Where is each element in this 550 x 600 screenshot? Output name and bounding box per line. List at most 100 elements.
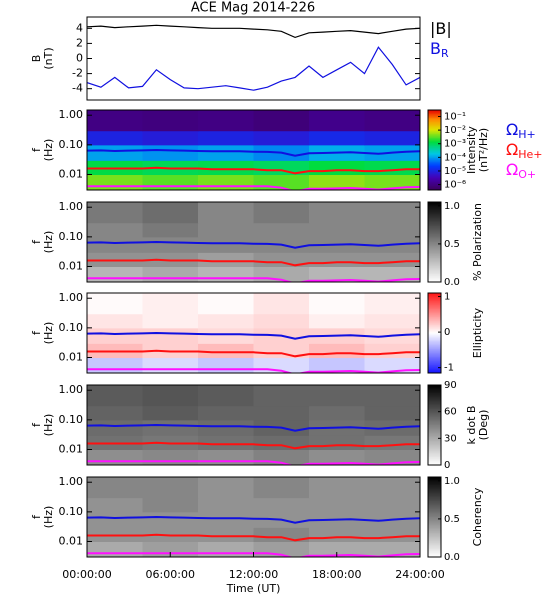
y-axis-label: (Hz) xyxy=(42,139,55,162)
heatmap-cell xyxy=(364,313,420,329)
colorbar-slice xyxy=(428,154,441,156)
colorbar-slice xyxy=(428,172,441,175)
heatmap-cell xyxy=(253,497,310,513)
heatmap-cell xyxy=(309,405,365,421)
colorbar-tick-label: 0.0 xyxy=(444,277,460,288)
series-line xyxy=(87,331,420,340)
colorbar-slice xyxy=(428,258,441,260)
colorbar-slice xyxy=(428,357,441,359)
y-tick-label: 0.10 xyxy=(59,138,84,151)
colorbar-slice xyxy=(428,330,441,333)
colorbar-tick-label: 1.0 xyxy=(444,201,460,212)
colorbar-slice xyxy=(428,541,441,543)
colorbar-tick-label: 0.5 xyxy=(444,514,460,525)
colorbar-slice xyxy=(428,506,441,509)
colorbar-slice xyxy=(428,303,441,306)
colorbar-slice xyxy=(428,451,441,454)
colorbar-slice xyxy=(428,176,441,179)
colorbar-slice xyxy=(428,214,441,216)
colorbar-slice xyxy=(428,370,441,373)
colorbar-slice xyxy=(428,534,441,537)
colorbar-slice xyxy=(428,248,441,251)
y-tick-label: 0.10 xyxy=(59,321,84,334)
colorbar-label: (Deg) xyxy=(477,410,490,441)
colorbar-slice xyxy=(428,339,441,342)
y-tick-label: 1.00 xyxy=(59,200,84,213)
colorbar-slice xyxy=(428,441,441,443)
colorbar-slice xyxy=(428,554,441,557)
colorbar-slice xyxy=(428,220,441,223)
colorbar-frame xyxy=(427,384,442,466)
colorbar-slice xyxy=(428,122,441,124)
heatmap-cell xyxy=(309,130,365,146)
colorbar-slice xyxy=(428,110,441,112)
plot-area xyxy=(87,202,420,282)
y-axis-label: (Hz) xyxy=(42,322,55,345)
colorbar-slice xyxy=(428,503,441,506)
series-line xyxy=(87,185,420,190)
colorbar-slice xyxy=(428,313,441,315)
colorbar-tick-label: -1 xyxy=(444,363,454,374)
colorbar-slice xyxy=(428,302,441,305)
heatmap-cell xyxy=(309,174,365,190)
heatmap-cell xyxy=(253,130,310,146)
colorbar-slice xyxy=(428,415,441,418)
colorbar-slice xyxy=(428,127,441,130)
colorbar-tick-label: 10⁻² xyxy=(444,125,466,136)
colorbar-slice xyxy=(428,311,441,314)
heatmap-cell xyxy=(309,357,365,373)
colorbar-slice xyxy=(428,180,441,183)
heatmap-cell xyxy=(198,266,254,282)
colorbar-slice xyxy=(428,178,441,180)
colorbar-slice xyxy=(428,159,441,162)
colorbar-slice xyxy=(428,260,441,263)
colorbar-slice xyxy=(428,147,441,150)
colorbar-slice xyxy=(428,175,441,178)
colorbar-slice xyxy=(428,483,441,486)
colorbar-tick-label: 90 xyxy=(444,380,457,391)
colorbar-slice xyxy=(428,529,441,531)
colorbar-slice xyxy=(428,347,441,350)
y-tick-label: 0.01 xyxy=(59,168,84,181)
colorbar-slice xyxy=(428,314,441,317)
colorbar-slice xyxy=(428,449,441,451)
colorbar-slice xyxy=(428,301,441,303)
y-tick-label: 0.01 xyxy=(59,535,84,548)
heatmap-cell xyxy=(142,174,199,190)
colorbar-slice xyxy=(428,406,441,409)
colorbar-slice xyxy=(428,457,441,459)
heatmap-cell xyxy=(198,252,254,268)
colorbar-slice xyxy=(428,482,441,485)
series-line xyxy=(87,24,420,39)
colorbar-slice xyxy=(428,267,441,270)
heatmap-cell xyxy=(198,343,254,359)
colorbar-slice xyxy=(428,264,441,267)
heatmap-cell xyxy=(87,419,143,436)
colorbar-slice xyxy=(428,263,441,266)
colorbar-tick-label: 1.0 xyxy=(444,476,460,487)
colorbar-slice xyxy=(428,142,441,144)
colorbar-slice xyxy=(428,326,441,329)
colorbar-slice xyxy=(428,422,441,425)
colorbar-slice xyxy=(428,255,441,258)
colorbar-slice xyxy=(428,116,441,119)
colorbar-slice xyxy=(428,527,441,530)
colorbar-slice xyxy=(428,358,441,361)
heatmap-cell xyxy=(364,202,420,224)
heatmap-cell xyxy=(198,202,254,224)
colorbar-slice xyxy=(428,361,441,363)
colorbar-slice xyxy=(428,250,441,252)
colorbar-slice xyxy=(428,397,441,399)
y-tick-label: 4 xyxy=(76,21,83,34)
colorbar-slice xyxy=(428,164,441,167)
y-tick-label: 0 xyxy=(76,52,83,65)
legend-subscript: R xyxy=(441,47,449,60)
colorbar-slice xyxy=(428,148,441,151)
colorbar-slice xyxy=(428,207,441,210)
heatmap-cell xyxy=(87,511,143,528)
heatmap-cell xyxy=(198,160,254,176)
series-line xyxy=(87,368,420,373)
heatmap-cell xyxy=(198,405,254,421)
heatmap-cell xyxy=(364,541,420,557)
heatmap-cell xyxy=(198,144,254,161)
